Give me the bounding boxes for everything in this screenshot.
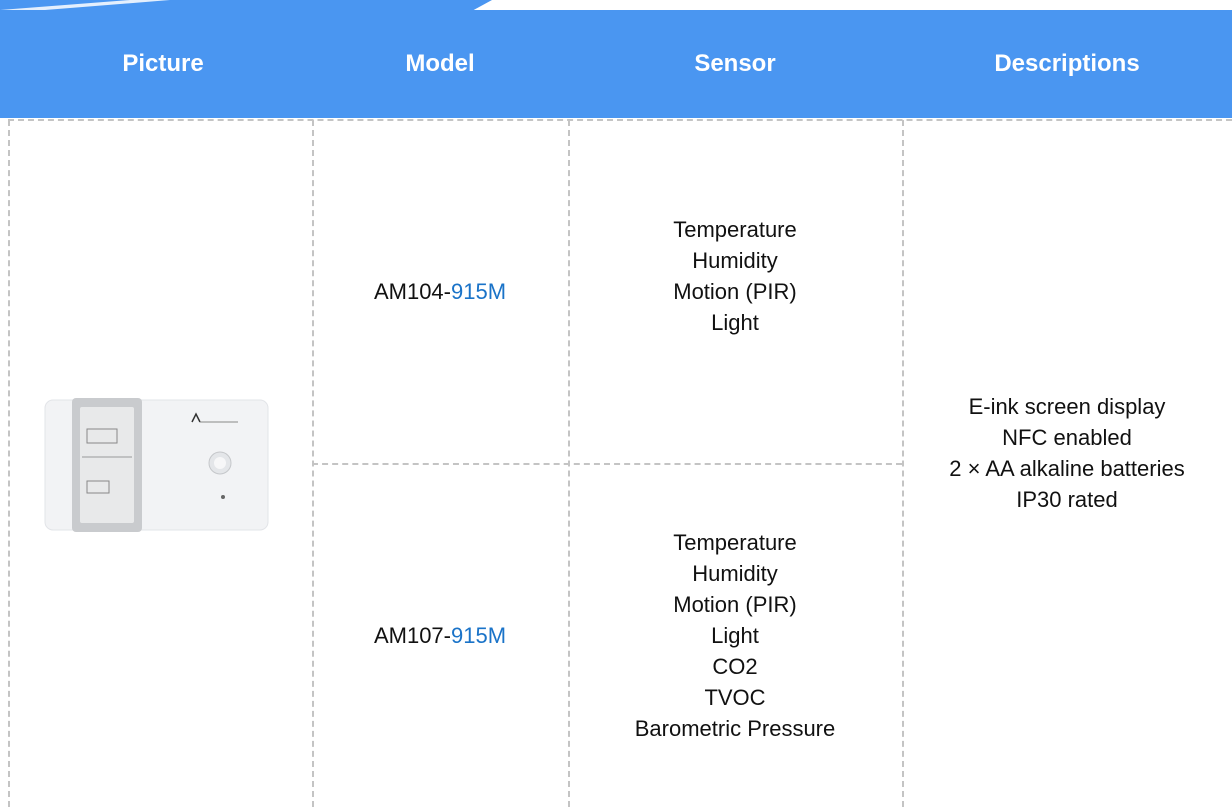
column-divider: [8, 120, 10, 807]
model-frequency: 915M: [451, 279, 506, 304]
sensor-item: Light: [711, 620, 759, 651]
sensor-item: Motion (PIR): [673, 589, 796, 620]
description-item: IP30 rated: [1016, 484, 1118, 515]
header-cell: Descriptions: [902, 10, 1232, 118]
model-cell: AM107-915M: [312, 464, 568, 807]
sensor-item: Motion (PIR): [673, 276, 796, 307]
header-cell: Sensor: [568, 10, 902, 118]
sensor-item: Humidity: [692, 245, 778, 276]
sensor-item: TVOC: [704, 682, 765, 713]
sensor-item: Temperature: [673, 527, 797, 558]
sensor-item: Humidity: [692, 558, 778, 589]
model-frequency: 915M: [451, 623, 506, 648]
model-name: AM107-915M: [374, 620, 506, 651]
model-cell: AM104-915M: [312, 120, 568, 463]
sensor-item: Barometric Pressure: [635, 713, 836, 744]
model-base: AM104-: [374, 279, 451, 304]
sensor-item: Temperature: [673, 214, 797, 245]
product-image: [42, 395, 272, 535]
model-base: AM107-: [374, 623, 451, 648]
description-item: E-ink screen display: [969, 391, 1166, 422]
page: {"table": { "headers": ["Picture", "Mode…: [0, 0, 1232, 807]
header-cell: Picture: [0, 10, 326, 118]
header-cell: Model: [312, 10, 568, 118]
sensor-item: Light: [711, 307, 759, 338]
sensor-item: CO2: [712, 651, 757, 682]
model-name: AM104-915M: [374, 276, 506, 307]
description-item: 2 × AA alkaline batteries: [949, 453, 1184, 484]
description-item: NFC enabled: [1002, 422, 1132, 453]
